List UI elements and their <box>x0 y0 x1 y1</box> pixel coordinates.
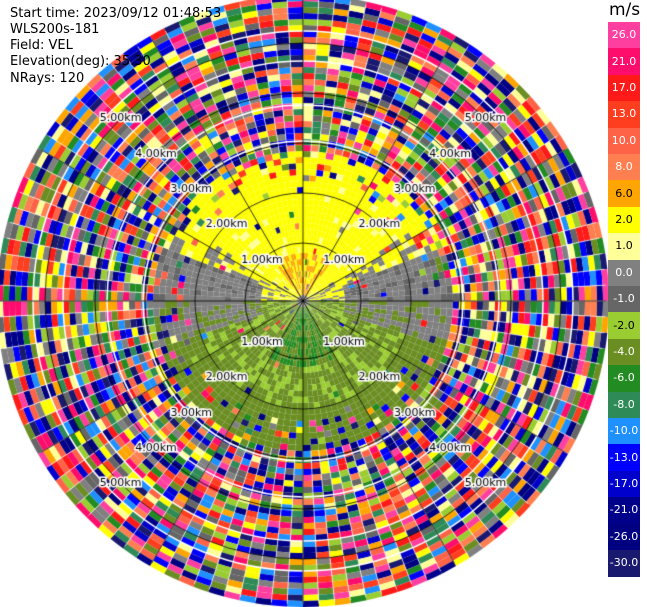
colorbar-swatch <box>608 497 640 525</box>
colorbar-tick-label: 8.0 <box>615 160 633 174</box>
field-label: Field: VEL <box>10 38 73 53</box>
colorbar-swatch <box>608 391 640 419</box>
colorbar-tick-label: 13.0 <box>611 107 637 121</box>
colorbar-tick-label: 21.0 <box>611 54 637 68</box>
colorbar-swatch <box>608 233 640 261</box>
colorbar-tick-label: -30.0 <box>609 556 639 570</box>
colorbar-swatch <box>608 286 640 313</box>
colorbar-tick-label: 10.0 <box>611 133 637 147</box>
colorbar-tick-label: 17.0 <box>611 81 637 94</box>
colorbar-swatch <box>608 48 640 76</box>
colorbar-swatch <box>608 74 640 102</box>
colorbar-swatch <box>608 523 640 551</box>
colorbar-swatch <box>608 22 640 49</box>
colorbar-tick-label: 2.0 <box>615 213 633 226</box>
colorbar-swatch <box>608 338 640 366</box>
colorbar-tick-label: -8.0 <box>613 397 635 411</box>
colorbar-tick-label: -21.0 <box>609 503 639 517</box>
colorbar-tick-label: -17.0 <box>609 477 639 490</box>
colorbar-tick-label: 26.0 <box>611 28 637 42</box>
colorbar-swatch <box>608 180 640 208</box>
colorbar-tick-label: -13.0 <box>609 450 639 464</box>
colorbar-tick-label: 6.0 <box>615 186 633 200</box>
colorbar-swatch <box>608 101 640 129</box>
colorbar-tick-label: -6.0 <box>613 371 635 385</box>
colorbar-unit: m/s <box>609 0 641 20</box>
colorbar-swatch <box>608 418 640 445</box>
colorbar-swatch <box>608 444 640 472</box>
colorbar-swatch <box>608 470 640 498</box>
colorbar-swatch <box>608 127 640 155</box>
instrument-label: WLS200s-181 <box>10 22 100 37</box>
colorbar-tick-label: 0.0 <box>615 265 633 279</box>
colorbar-tick-label: -2.0 <box>613 318 635 332</box>
colorbar-tick-label: -1.0 <box>613 292 635 306</box>
colorbar-swatch <box>608 550 640 577</box>
colorbar-tick-label: -4.0 <box>613 345 635 358</box>
nrays-label: NRays: 120 <box>10 71 85 86</box>
colorbar-swatch <box>608 206 640 234</box>
start-time-label: Start time: 2023/09/12 01:48:53 <box>10 6 222 21</box>
elevation-label: Elevation(deg): 35.30 <box>10 54 151 69</box>
colorbar-swatch <box>608 365 640 393</box>
colorbar-tick-label: 1.0 <box>615 239 633 253</box>
colorbar-swatch <box>608 312 640 340</box>
colorbar-swatch <box>608 154 640 181</box>
colorbar-swatch <box>608 259 640 287</box>
colorbar-tick-label: -26.0 <box>609 529 639 543</box>
colorbar-tick-label: -10.0 <box>609 424 639 438</box>
